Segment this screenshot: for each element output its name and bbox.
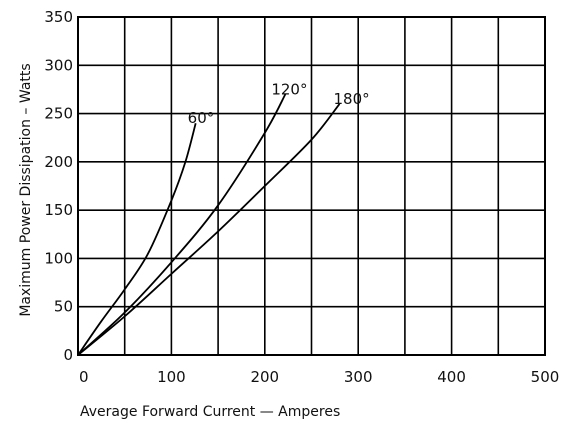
y-axis-label: Maximum Power Dissipation – Watts bbox=[18, 63, 34, 316]
x-axis-label: Average Forward Current — Amperes bbox=[80, 404, 340, 420]
x-tick-label: 300 bbox=[344, 368, 373, 386]
y-tick-label: 100 bbox=[44, 249, 73, 267]
series-line bbox=[77, 122, 197, 356]
curve-annotation: 60° bbox=[188, 109, 215, 127]
curve-annotations: 60° 120° 180° bbox=[188, 80, 370, 127]
x-tick-labels: 0 100 200 300 400 500 bbox=[79, 368, 559, 386]
x-tick-label: 500 bbox=[531, 368, 560, 386]
y-tick-labels: 0 50 100 150 200 250 300 350 bbox=[44, 8, 73, 364]
y-tick-label: 0 bbox=[63, 346, 73, 364]
y-tick-label: 250 bbox=[44, 105, 73, 123]
curves bbox=[77, 93, 341, 356]
curve-annotation: 120° bbox=[271, 80, 307, 98]
grid bbox=[78, 17, 545, 355]
y-tick-label: 350 bbox=[44, 8, 73, 26]
x-tick-label: 200 bbox=[250, 368, 279, 386]
plot-frame bbox=[77, 16, 546, 356]
x-tick-label: 0 bbox=[79, 368, 89, 386]
series-line bbox=[77, 93, 287, 356]
series-line bbox=[77, 103, 341, 356]
x-tick-label: 400 bbox=[437, 368, 466, 386]
y-tick-label: 150 bbox=[44, 201, 73, 219]
y-tick-label: 200 bbox=[44, 153, 73, 171]
curve-annotation: 180° bbox=[334, 90, 370, 108]
y-tick-label: 300 bbox=[44, 56, 73, 74]
x-tick-label: 100 bbox=[157, 368, 186, 386]
y-tick-label: 50 bbox=[54, 298, 73, 316]
